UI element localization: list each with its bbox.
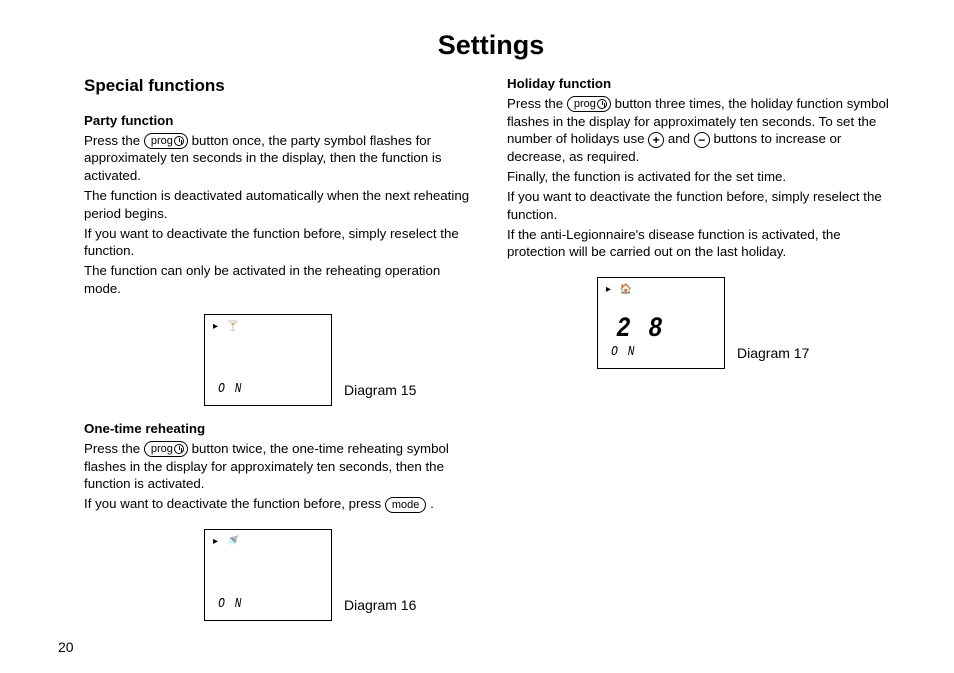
minus-button-icon: −	[694, 132, 710, 148]
diagram-17-label: Diagram 17	[737, 344, 809, 369]
diagram-16-wrap: ▸ 🚿 O N Diagram 16	[204, 529, 475, 621]
shower-icon: 🚿	[227, 536, 242, 547]
holiday-text-3: If you want to deactivate the function b…	[507, 188, 898, 224]
onetime-text-1: Press the prog button twice, the one-tim…	[84, 440, 475, 493]
diagram-15-label: Diagram 15	[344, 381, 416, 406]
right-column: Holiday function Press the prog button t…	[507, 75, 898, 635]
plus-button-icon: +	[648, 132, 664, 148]
page-number: 20	[58, 639, 74, 655]
house-icon: 🏠	[620, 284, 635, 295]
diagram-15-lcd: ▸ 🍸 O N	[204, 314, 332, 406]
diagram-16-label: Diagram 16	[344, 596, 416, 621]
section-heading-special-functions: Special functions	[84, 75, 475, 98]
party-icon: 🍸	[227, 321, 242, 332]
holiday-text-2: Finally, the function is activated for t…	[507, 168, 898, 186]
holiday-heading: Holiday function	[507, 75, 898, 93]
onetime-t2b: .	[430, 496, 434, 511]
arrow-icon: ▸	[606, 284, 614, 295]
diagram-17-topicons: ▸ 🏠	[606, 283, 635, 296]
holiday-block: Holiday function Press the prog button t…	[507, 75, 898, 261]
party-heading: Party function	[84, 112, 475, 130]
mode-button-icon: mode	[385, 497, 427, 513]
onetime-t2a: If you want to deactivate the function b…	[84, 496, 385, 511]
party-text-3: If you want to deactivate the function b…	[84, 225, 475, 261]
columns: Special functions Party function Press t…	[84, 75, 898, 635]
diagram-17-lcd: ▸ 🏠 2 8 O N	[597, 277, 725, 369]
diagram-15-wrap: ▸ 🍸 O N Diagram 15	[204, 314, 475, 406]
left-column: Special functions Party function Press t…	[84, 75, 475, 635]
onetime-t1a: Press the	[84, 441, 144, 456]
party-t1a: Press the	[84, 133, 144, 148]
diagram-16-bottom: O N	[215, 593, 246, 614]
arrow-icon: ▸	[213, 321, 221, 332]
holiday-t1a: Press the	[507, 96, 567, 111]
diagram-17-wrap: ▸ 🏠 2 8 O N Diagram 17	[597, 277, 898, 369]
prog-button-icon: prog	[144, 441, 188, 457]
arrow-icon: ▸	[213, 536, 221, 547]
diagram-17-bottom: O N	[608, 341, 639, 362]
prog-button-icon: prog	[144, 133, 188, 149]
page-title: Settings	[84, 30, 898, 61]
holiday-t1c: and	[668, 131, 694, 146]
onetime-text-2: If you want to deactivate the function b…	[84, 495, 475, 513]
page: Settings Special functions Party functio…	[0, 0, 954, 673]
party-text-4: The function can only be activated in th…	[84, 262, 475, 298]
diagram-16-lcd: ▸ 🚿 O N	[204, 529, 332, 621]
diagram-16-topicons: ▸ 🚿	[213, 535, 242, 548]
party-text-2: The function is deactivated automaticall…	[84, 187, 475, 223]
onetime-block: One-time reheating Press the prog button…	[84, 420, 475, 513]
holiday-text-4: If the anti-Legionnaire's disease functi…	[507, 226, 898, 262]
prog-button-icon: prog	[567, 96, 611, 112]
holiday-text-1: Press the prog button three times, the h…	[507, 95, 898, 166]
onetime-heading: One-time reheating	[84, 420, 475, 438]
diagram-15-bottom: O N	[215, 378, 246, 399]
diagram-15-topicons: ▸ 🍸	[213, 320, 242, 333]
party-function-block: Party function Press the prog button onc…	[84, 112, 475, 298]
party-text-1: Press the prog button once, the party sy…	[84, 132, 475, 185]
